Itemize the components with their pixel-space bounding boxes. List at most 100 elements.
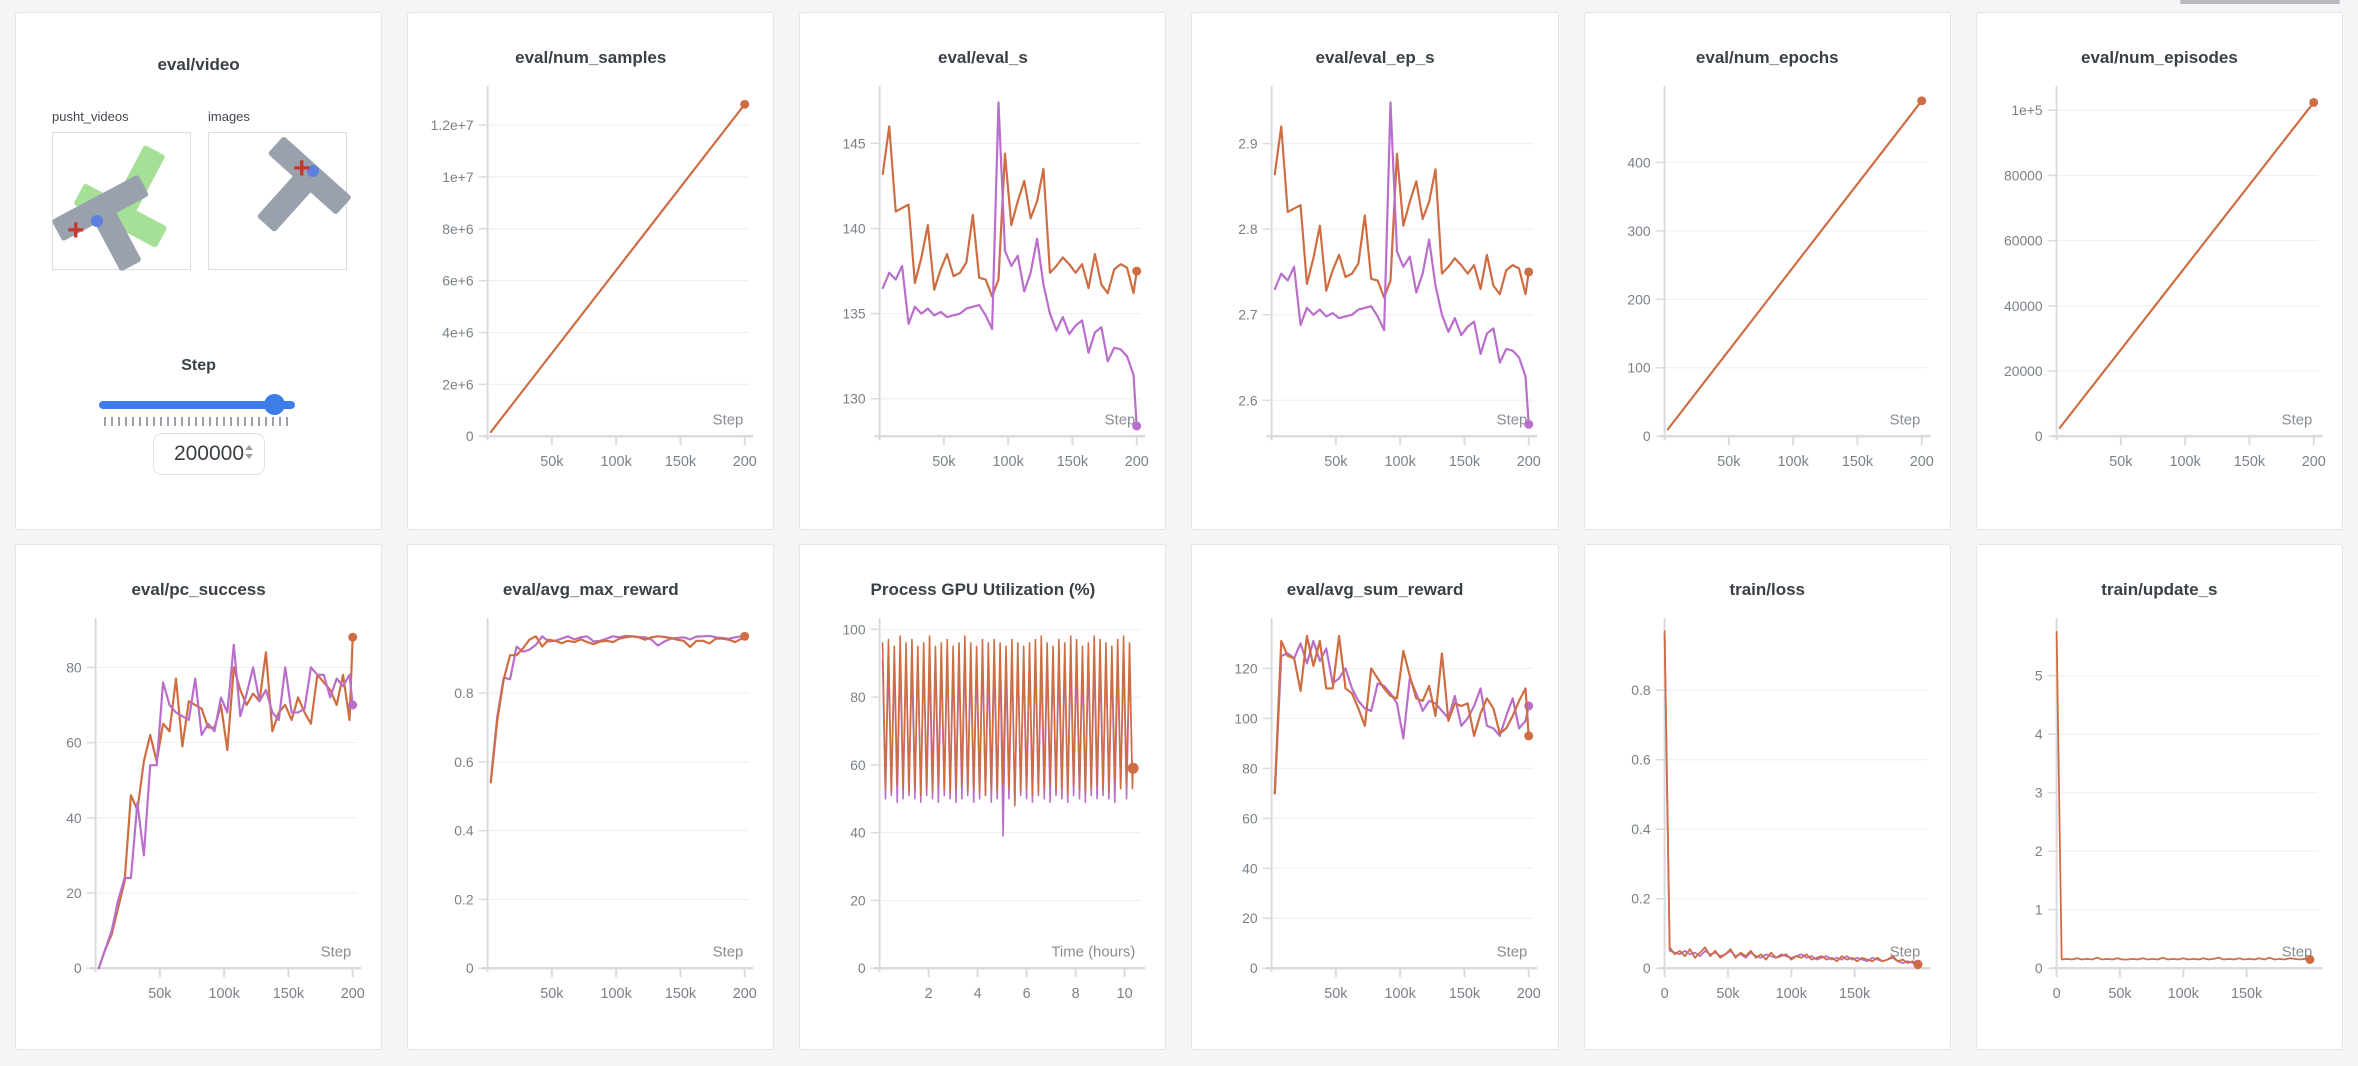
goal-cross-marker: + [293, 152, 311, 185]
series-end-dot-run-orange [1913, 960, 1923, 970]
y-tick-label: 1e+5 [2011, 102, 2043, 118]
panel-train-loss[interactable]: train/loss 0 0.2 0.4 0.6 0.8 0 50k 100k 150k Step [1583, 544, 1951, 1050]
line-chart-canvas: 0 20 40 60 80 100 2 4 6 8 10 Time (hours) [843, 618, 1146, 1002]
line-chart-canvas: 0 20 40 60 80 50k 100k 150k 200 Step [66, 618, 365, 1002]
y-tick-label: 60 [851, 757, 867, 773]
x-tick-label: 50k [933, 454, 957, 470]
scrollbar-remnant [2180, 0, 2340, 4]
chart-title: eval/avg_max_reward [502, 580, 679, 599]
panel-eval-eval-ep-s[interactable]: eval/eval_ep_s 2.6 2.7 2.8 2.9 50k 100k 150k 20… [1191, 12, 1559, 530]
chart-title: eval/avg_sum_reward [1286, 580, 1464, 599]
x-tick-label: 100k [1385, 986, 1417, 1002]
line-chart-canvas: 0 1 2 3 4 5 0 50k 100k 150k Step [2035, 618, 2323, 1002]
panel-eval-num-epochs[interactable]: eval/num_epochs 0 100 200 300 400 50k 100k 150k… [1583, 12, 1951, 530]
panel-title: eval/video [157, 55, 240, 74]
panel-eval-avg-sum-reward[interactable]: eval/avg_sum_reward 0 20 40 60 80 100 120 50k 10… [1191, 544, 1559, 1050]
x-tick-label: 100k [601, 454, 633, 470]
series-end-dot-run-orange [1127, 762, 1139, 774]
x-tick-label: 150k [2231, 986, 2263, 1002]
y-tick-label: 0 [466, 960, 474, 976]
series-run-orange [882, 125, 1139, 298]
media-caption-pusht-videos: pusht_videos [52, 109, 129, 124]
panel-eval-num-episodes[interactable]: eval/num_episodes 0 20000 40000 60000 80000 1… [1975, 12, 2343, 530]
x-tick-label: 200 [1125, 454, 1149, 470]
x-tick-label: 200 [341, 986, 365, 1002]
line-chart-canvas: 2.6 2.7 2.8 2.9 50k 100k 150k 200 Step [1239, 85, 1541, 470]
y-tick-label: 0 [74, 960, 82, 976]
step-slider-thumb[interactable] [264, 394, 285, 415]
spinner-down-icon[interactable] [245, 454, 253, 459]
step-slider-ruler-ticks [104, 417, 292, 426]
y-tick-label: 20 [66, 885, 82, 901]
series-end-dot-run-orange [1524, 267, 1534, 277]
x-tick-label: 2 [925, 986, 933, 1002]
line-chart-canvas: 0 2e+6 4e+6 6e+6 8e+6 1e+7 1.2e+7 50k 100k 150k 20… [431, 85, 757, 470]
panel-eval-pc-success[interactable]: eval/pc_success 0 20 40 60 80 50k 100k 150k 200 S… [15, 544, 383, 1050]
x-axis-label: Step [1497, 943, 1528, 960]
panel-eval-num-samples[interactable]: eval/num_samples 0 2e+6 4e+6 6e+6 8e+6 1e+7 1.… [407, 12, 775, 530]
y-tick-label: 0.2 [454, 891, 474, 907]
y-tick-label: 2.9 [1239, 136, 1259, 152]
x-tick-label: 200 [733, 454, 757, 470]
x-tick-label: 150k [1839, 986, 1871, 1002]
x-axis-label: Step [321, 943, 352, 960]
panel-eval-eval-s[interactable]: eval/eval_s 130 135 140 145 50k 100k 150k 200 St… [799, 12, 1167, 530]
series-run-orange [882, 635, 1135, 807]
panel-eval-avg-max-reward[interactable]: eval/avg_max_reward 0 0.2 0.4 0.6 0.8 50k 100k… [407, 544, 775, 1050]
x-axis-label: Step [1105, 411, 1136, 428]
series-end-dot-run-orange [1916, 96, 1926, 106]
y-tick-label: 140 [843, 220, 866, 236]
x-axis-label: Time (hours) [1052, 943, 1136, 960]
y-tick-label: 60 [66, 735, 82, 751]
y-tick-label: 5 [2035, 668, 2043, 684]
x-tick-label: 50k [2109, 454, 2133, 470]
y-tick-label: 1.2e+7 [431, 117, 474, 133]
x-tick-label: 50k [2108, 986, 2132, 1002]
x-tick-label: 150k [1841, 454, 1873, 470]
media-caption-images: images [208, 109, 250, 124]
x-tick-label: 0 [1660, 986, 1668, 1002]
step-slider-track[interactable] [99, 401, 295, 409]
step-input-spinner[interactable] [245, 445, 253, 459]
goal-cross-marker: + [67, 214, 85, 247]
y-tick-label: 80000 [2004, 167, 2043, 183]
image-thumbnail[interactable]: + [208, 132, 352, 270]
chart-title: eval/eval_s [938, 48, 1028, 67]
y-tick-label: 0 [2035, 428, 2043, 444]
y-tick-label: 100 [1627, 360, 1650, 376]
y-tick-label: 100 [843, 621, 866, 637]
chart-title: eval/num_samples [515, 48, 667, 67]
x-tick-label: 50k [1325, 986, 1349, 1002]
y-tick-label: 0.6 [454, 754, 474, 770]
x-tick-label: 50k [1717, 454, 1741, 470]
y-tick-label: 0.8 [1631, 682, 1651, 698]
x-tick-label: 150k [665, 454, 697, 470]
spinner-up-icon[interactable] [245, 445, 253, 450]
x-tick-label: 0 [2052, 986, 2060, 1002]
x-tick-label: 200 [1517, 986, 1541, 1002]
x-tick-label: 50k [1325, 454, 1349, 470]
panel-train-update-s[interactable]: train/update_s 0 1 2 3 4 5 0 50k 100k 150k Step [1975, 544, 2343, 1050]
chart-title: train/loss [1729, 580, 1806, 599]
y-tick-label: 20 [851, 892, 867, 908]
panel-process-gpu-utilization[interactable]: Process GPU Utilization (%) 0 20 40 60 80 100… [799, 544, 1167, 1050]
series-end-dot-run-orange [348, 632, 358, 642]
series-end-dot-run-purple [1132, 421, 1142, 431]
video-thumbnail-pusht[interactable]: + [51, 132, 191, 272]
series-run-purple [1274, 101, 1531, 426]
series-run-purple [489, 634, 746, 782]
x-tick-label: 150k [665, 986, 697, 1002]
panel-eval-video[interactable]: eval/video pusht_videos images + + Step [15, 12, 383, 530]
agent-dot-marker [307, 165, 319, 177]
y-tick-label: 4 [2035, 726, 2043, 742]
y-tick-label: 60000 [2004, 233, 2043, 249]
x-tick-label: 100k [2169, 454, 2201, 470]
y-tick-label: 120 [1235, 660, 1258, 676]
y-tick-label: 2e+6 [442, 376, 474, 392]
x-axis-label: Step [2281, 411, 2312, 428]
line-chart-canvas: 0 0.2 0.4 0.6 0.8 0 50k 100k 150k Step [1631, 617, 1930, 1002]
x-tick-label: 100k [1777, 454, 1809, 470]
y-tick-label: 4e+6 [442, 324, 474, 340]
series-run-orange [489, 635, 746, 784]
